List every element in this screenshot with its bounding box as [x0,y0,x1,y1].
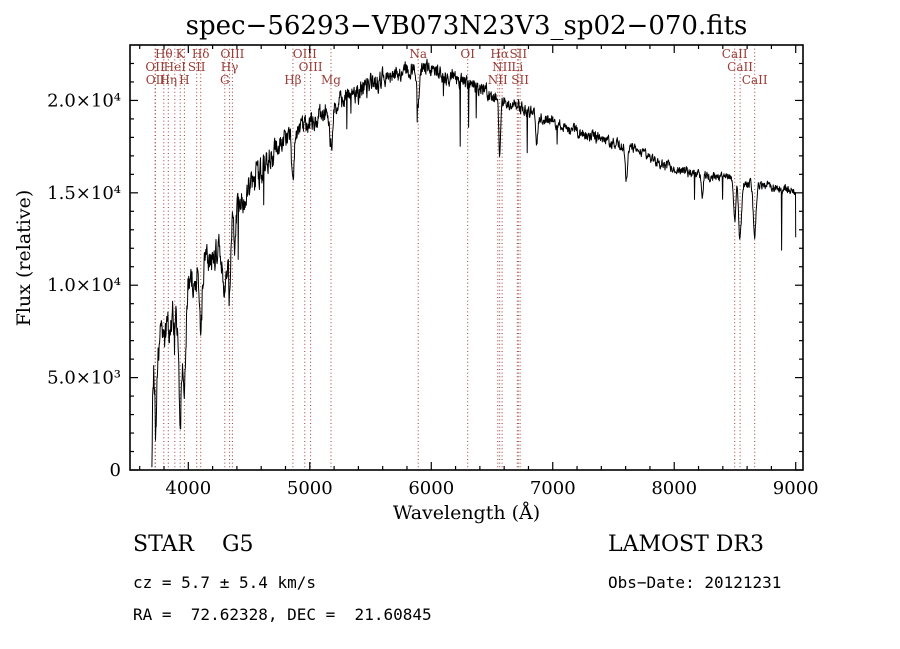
spectral-line-label: CaII [722,47,748,61]
axis-tick-label: 1.5×10⁴ [47,183,121,204]
coordinates: RA = 72.62328, DEC = 21.60845 [133,605,432,624]
plot-frame [129,44,804,471]
y-axis-label: Flux (relative) [13,189,35,327]
axis-tick-label: 5000 [287,478,333,499]
spectral-line-label: K [176,47,186,61]
spectral-line-label: Hη [159,73,177,87]
spectral-line-label: OIII [220,47,244,61]
spectral-line-label: CaII [727,60,753,74]
axis-tick-label: 0 [110,460,121,481]
spectral-line-label: SII [188,60,206,74]
plot-title: spec−56293−VB073N23V3_sp02−070.fits [185,11,748,41]
spectral-line-label: SII [509,47,527,61]
radial-velocity: cz = 5.7 ± 5.4 km/s [133,573,317,592]
observation-date: Obs−Date: 20121231 [608,573,782,592]
spectral-line-label: Hγ [221,60,239,74]
spectral-line-label: Mg [321,73,341,87]
spectral-line-label: Hθ [155,47,173,61]
spectral-line-label: CaII [742,73,768,87]
spectral-line-label: OI [460,47,475,61]
spectral-line-label: G [220,73,230,87]
spectral-line-label: Na [409,47,427,61]
axis-tick-label: 1.0×10⁴ [47,275,121,296]
axis-tick-label: 4000 [165,478,211,499]
spectral-line-label: Li [511,60,523,74]
survey-name: LAMOST DR3 [608,532,764,557]
axis-tick-label: 6000 [408,478,454,499]
axis-tick-label: 2.0×10⁴ [47,90,121,111]
axis-tick-label: 7000 [530,478,576,499]
x-axis-label: Wavelength (Å) [392,502,541,524]
spectral-line-label: NII [488,73,508,87]
axis-tick-label: 5.0×10³ [47,368,121,389]
spectral-line-label: HeI [164,60,187,74]
spectral-line-label: OIII [299,60,323,74]
spectral-line-label: Hδ [192,47,210,61]
spectral-line-label: H [179,73,189,87]
spectral-line-label: NII [492,60,512,74]
axis-tick-label: 8000 [651,478,697,499]
spectral-line-label: SII [511,73,529,87]
spectral-line-label: Hα [490,47,509,61]
axis-tick-label: 9000 [773,478,819,499]
object-classification: STAR G5 [133,532,254,557]
spectral-line-label: OII [145,60,165,74]
spectral-line-label: OIII [293,47,317,61]
spectral-line-label: OII [146,73,166,87]
spectral-line-label: Hβ [284,73,301,87]
spectrum-trace [151,58,797,468]
